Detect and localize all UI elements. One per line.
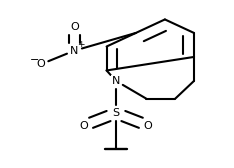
Text: N: N <box>70 46 78 56</box>
Text: O: O <box>79 121 88 131</box>
Text: O: O <box>37 59 45 69</box>
Text: −: − <box>30 55 39 65</box>
Text: +: + <box>77 40 84 49</box>
Text: N: N <box>112 76 120 86</box>
Text: O: O <box>70 22 79 32</box>
Text: S: S <box>112 108 120 118</box>
Text: O: O <box>144 121 153 131</box>
